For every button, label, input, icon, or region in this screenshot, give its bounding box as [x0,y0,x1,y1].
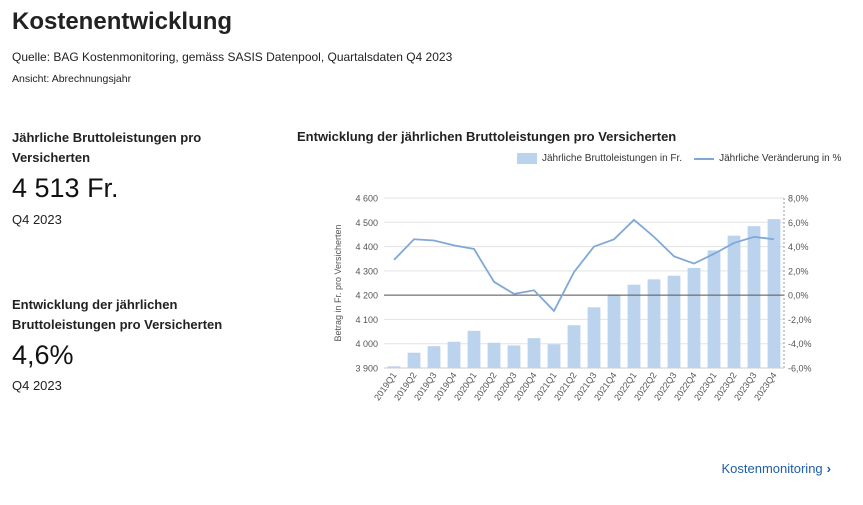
y2-tick-label: -2,0% [788,315,812,325]
bar [607,294,621,368]
bar [587,307,601,368]
y-axis-label: Betrag in Fr. pro Versicherten [333,224,343,341]
legend-line-label: Jährliche Veränderung in % [719,153,842,164]
y2-tick-label: 8,0% [788,194,809,204]
source-text: Quelle: BAG Kostenmonitoring, gemäss SAS… [12,50,453,64]
bar [567,325,581,368]
legend-bar-swatch [517,153,537,164]
bar [647,279,661,368]
bar [627,284,641,368]
line-series [393,218,775,313]
y2-tick-label: 4,0% [788,242,809,252]
bar [687,267,701,368]
bar [387,366,401,368]
y-tick-label: 4 000 [355,339,378,349]
bar [527,338,541,368]
bar [507,345,521,368]
bar [487,342,501,368]
kpi-costs-label: Jährliche Bruttoleistungen pro Versicher… [12,130,202,165]
y-tick-label: 4 100 [355,315,378,325]
y-tick-label: 3 900 [355,364,378,374]
legend-line-swatch [694,157,715,160]
kpi-costs-value: 4 513 Fr. [12,173,119,203]
bar [467,330,481,368]
y-tick-label: 4 300 [355,266,378,276]
chart-plot: 3 900 4 000 4 100 4 200 4 300 4 400 4 500 4 600… [333,194,812,403]
bar [767,219,781,368]
page-title: Kostenentwicklung [12,8,233,35]
kostenmonitoring-link[interactable]: Kostenmonitoring › [721,461,831,476]
y2-tick-label: -6,0% [788,364,812,374]
y-tick-label: 4 600 [355,194,378,204]
bar [727,235,741,368]
legend-bar-label: Jährliche Bruttoleistungen in Fr. [542,153,683,164]
bar [407,352,421,368]
y2-tick-label: 6,0% [788,218,809,228]
chart-legend: Jährliche Bruttoleistungen in Fr. Jährli… [517,153,841,164]
bar [707,250,721,368]
y-tick-label: 4 400 [355,242,378,252]
kpi-change-value: 4,6% [12,340,74,370]
bar [427,346,441,368]
link-label: Kostenmonitoring [721,461,823,476]
chart-title: Entwicklung der jährlichen Bruttoleistun… [297,129,677,144]
kpi-change-period: Q4 2023 [12,378,62,393]
kpi-change-label: Entwicklung der jährlichen Bruttoleistun… [12,297,223,332]
view-label: Ansicht: Abrechnungsjahr [12,73,132,85]
y2-tick-label: 2,0% [788,266,809,276]
y-tick-label: 4 200 [355,291,378,301]
y-tick-label: 4 500 [355,218,378,228]
bar [667,275,681,368]
y2-tick-label: 0,0% [788,291,809,301]
kpi-costs-period: Q4 2023 [12,212,62,227]
bar [547,344,561,368]
bar [447,341,461,368]
chevron-right-icon: › [826,461,831,476]
bar [747,226,761,368]
y2-tick-label: -4,0% [788,339,812,349]
